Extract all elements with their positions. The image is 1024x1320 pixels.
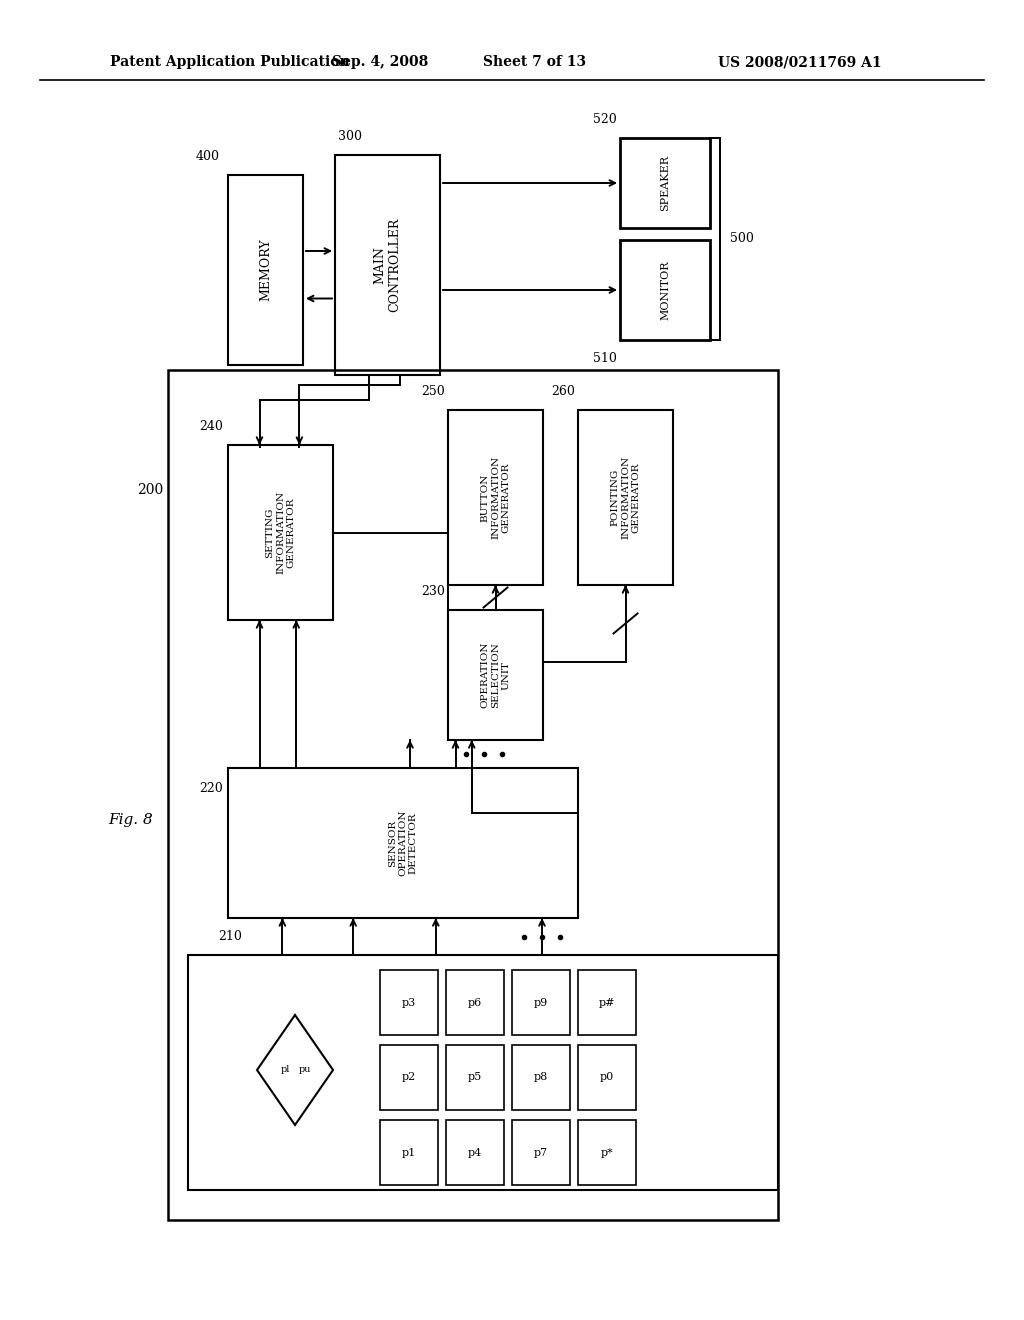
Bar	[335, 154, 440, 375]
Text: SENSOR
OPERATION
DETECTOR: SENSOR OPERATION DETECTOR	[388, 809, 418, 876]
Bar	[449, 411, 543, 585]
Bar	[620, 139, 710, 228]
Text: MAIN
CONTROLLER: MAIN CONTROLLER	[374, 218, 401, 313]
Text: SPEAKER: SPEAKER	[660, 154, 670, 211]
Bar	[168, 370, 778, 1220]
Bar	[446, 970, 504, 1035]
Text: 210: 210	[218, 931, 242, 942]
Text: 300: 300	[338, 129, 362, 143]
Text: 250: 250	[421, 385, 445, 399]
Text: p0: p0	[600, 1072, 614, 1082]
Polygon shape	[257, 1015, 333, 1125]
Text: p6: p6	[468, 998, 482, 1007]
Text: MEMORY: MEMORY	[259, 239, 272, 301]
Text: Sep. 4, 2008: Sep. 4, 2008	[332, 55, 428, 69]
Bar	[228, 176, 303, 366]
Bar	[578, 1119, 636, 1185]
Text: 230: 230	[421, 585, 445, 598]
Text: p5: p5	[468, 1072, 482, 1082]
Text: p7: p7	[534, 1147, 548, 1158]
Bar	[188, 954, 778, 1191]
Text: 510: 510	[593, 352, 617, 366]
Text: p3: p3	[401, 998, 416, 1007]
Bar	[228, 768, 578, 917]
Text: p1: p1	[401, 1147, 416, 1158]
Text: BUTTON
INFORMATION
GENERATOR: BUTTON INFORMATION GENERATOR	[480, 455, 510, 539]
Text: 200: 200	[137, 483, 163, 498]
Text: p8: p8	[534, 1072, 548, 1082]
Bar	[449, 610, 543, 741]
Text: 240: 240	[199, 420, 223, 433]
Text: p9: p9	[534, 998, 548, 1007]
Text: POINTING
INFORMATION
GENERATOR: POINTING INFORMATION GENERATOR	[610, 455, 640, 539]
Bar	[380, 1045, 438, 1110]
Text: Fig. 8: Fig. 8	[108, 813, 153, 828]
Text: p2: p2	[401, 1072, 416, 1082]
Bar	[380, 1119, 438, 1185]
Text: Patent Application Publication: Patent Application Publication	[110, 55, 349, 69]
Bar	[578, 411, 673, 585]
Text: p*: p*	[601, 1147, 613, 1158]
Text: 260: 260	[551, 385, 575, 399]
Text: 500: 500	[730, 232, 754, 246]
Text: 520: 520	[593, 114, 617, 125]
Bar	[228, 445, 333, 620]
Bar	[578, 1045, 636, 1110]
Text: 220: 220	[200, 781, 223, 795]
Text: SETTING
INFORMATION
GENERATOR: SETTING INFORMATION GENERATOR	[265, 491, 295, 574]
Text: 400: 400	[196, 150, 220, 162]
Text: MONITOR: MONITOR	[660, 260, 670, 319]
Text: US 2008/0211769 A1: US 2008/0211769 A1	[718, 55, 882, 69]
Bar	[512, 970, 570, 1035]
Text: OPERATION
SELECTION
UNIT: OPERATION SELECTION UNIT	[480, 642, 510, 709]
Text: p4: p4	[468, 1147, 482, 1158]
Bar	[512, 1045, 570, 1110]
Bar	[512, 1119, 570, 1185]
Bar	[578, 970, 636, 1035]
Bar	[380, 970, 438, 1035]
Bar	[446, 1119, 504, 1185]
Bar	[446, 1045, 504, 1110]
Bar	[620, 240, 710, 341]
Text: pu: pu	[299, 1065, 311, 1074]
Text: p#: p#	[599, 998, 615, 1007]
Text: Sheet 7 of 13: Sheet 7 of 13	[483, 55, 587, 69]
Text: pl: pl	[281, 1065, 290, 1074]
